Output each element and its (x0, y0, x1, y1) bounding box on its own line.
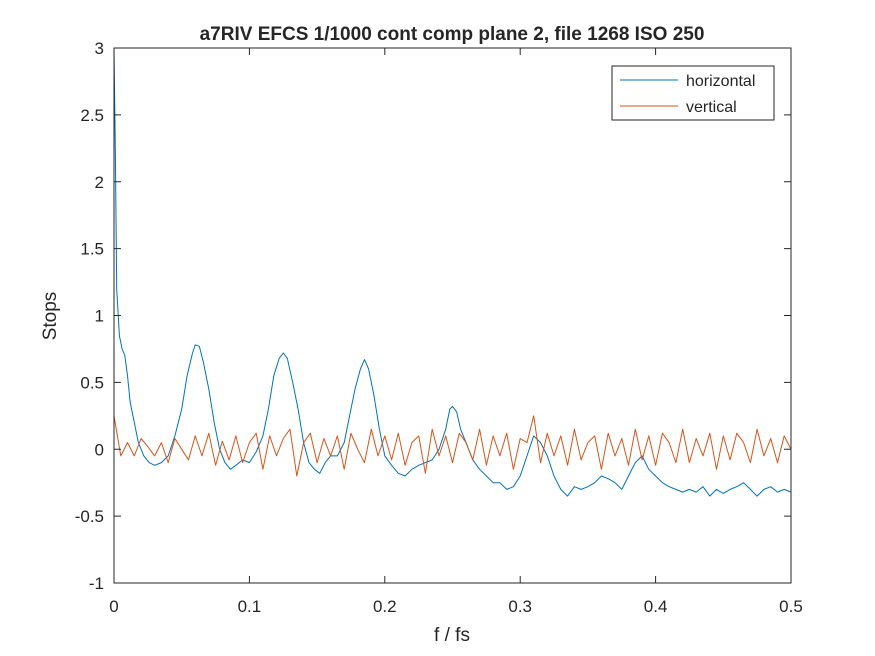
x-axis-label: f / fs (434, 625, 470, 646)
series-line-vertical (113, 415, 792, 477)
y-tick-label: 1 (95, 307, 104, 326)
y-tick-label: 2.5 (80, 106, 104, 125)
y-tick-label: -0.5 (75, 507, 104, 526)
legend: horizontal vertical (611, 65, 775, 121)
x-tick-label: 0.5 (779, 597, 803, 616)
y-tick-label: 0 (95, 440, 104, 459)
x-tick-label: 0.4 (644, 597, 668, 616)
x-tick-label: 0.3 (508, 597, 532, 616)
x-tick-label: 0.1 (238, 597, 262, 616)
chart-title: a7RIV EFCS 1/1000 cont comp plane 2, fil… (200, 24, 705, 45)
y-axis-label: Stops (40, 292, 61, 341)
x-tick-label: 0.2 (373, 597, 397, 616)
legend-label-horizontal: horizontal (686, 73, 755, 90)
series-layer (113, 47, 792, 497)
y-tick-label: 1.5 (80, 240, 104, 259)
y-tick-label: -1 (89, 574, 104, 593)
x-tick-label: 0 (109, 597, 118, 616)
y-axis-ticks: -1 -0.5 0 0.5 1 1.5 2 2.5 3 (75, 39, 791, 593)
legend-box (611, 65, 775, 121)
y-tick-label: 3 (95, 39, 104, 58)
legend-label-vertical: vertical (686, 99, 737, 116)
y-tick-label: 2 (95, 173, 104, 192)
y-tick-label: 0.5 (80, 373, 104, 392)
series-line-horizontal (113, 47, 792, 497)
x-axis-ticks: 0 0.1 0.2 0.3 0.4 0.5 (109, 48, 803, 616)
